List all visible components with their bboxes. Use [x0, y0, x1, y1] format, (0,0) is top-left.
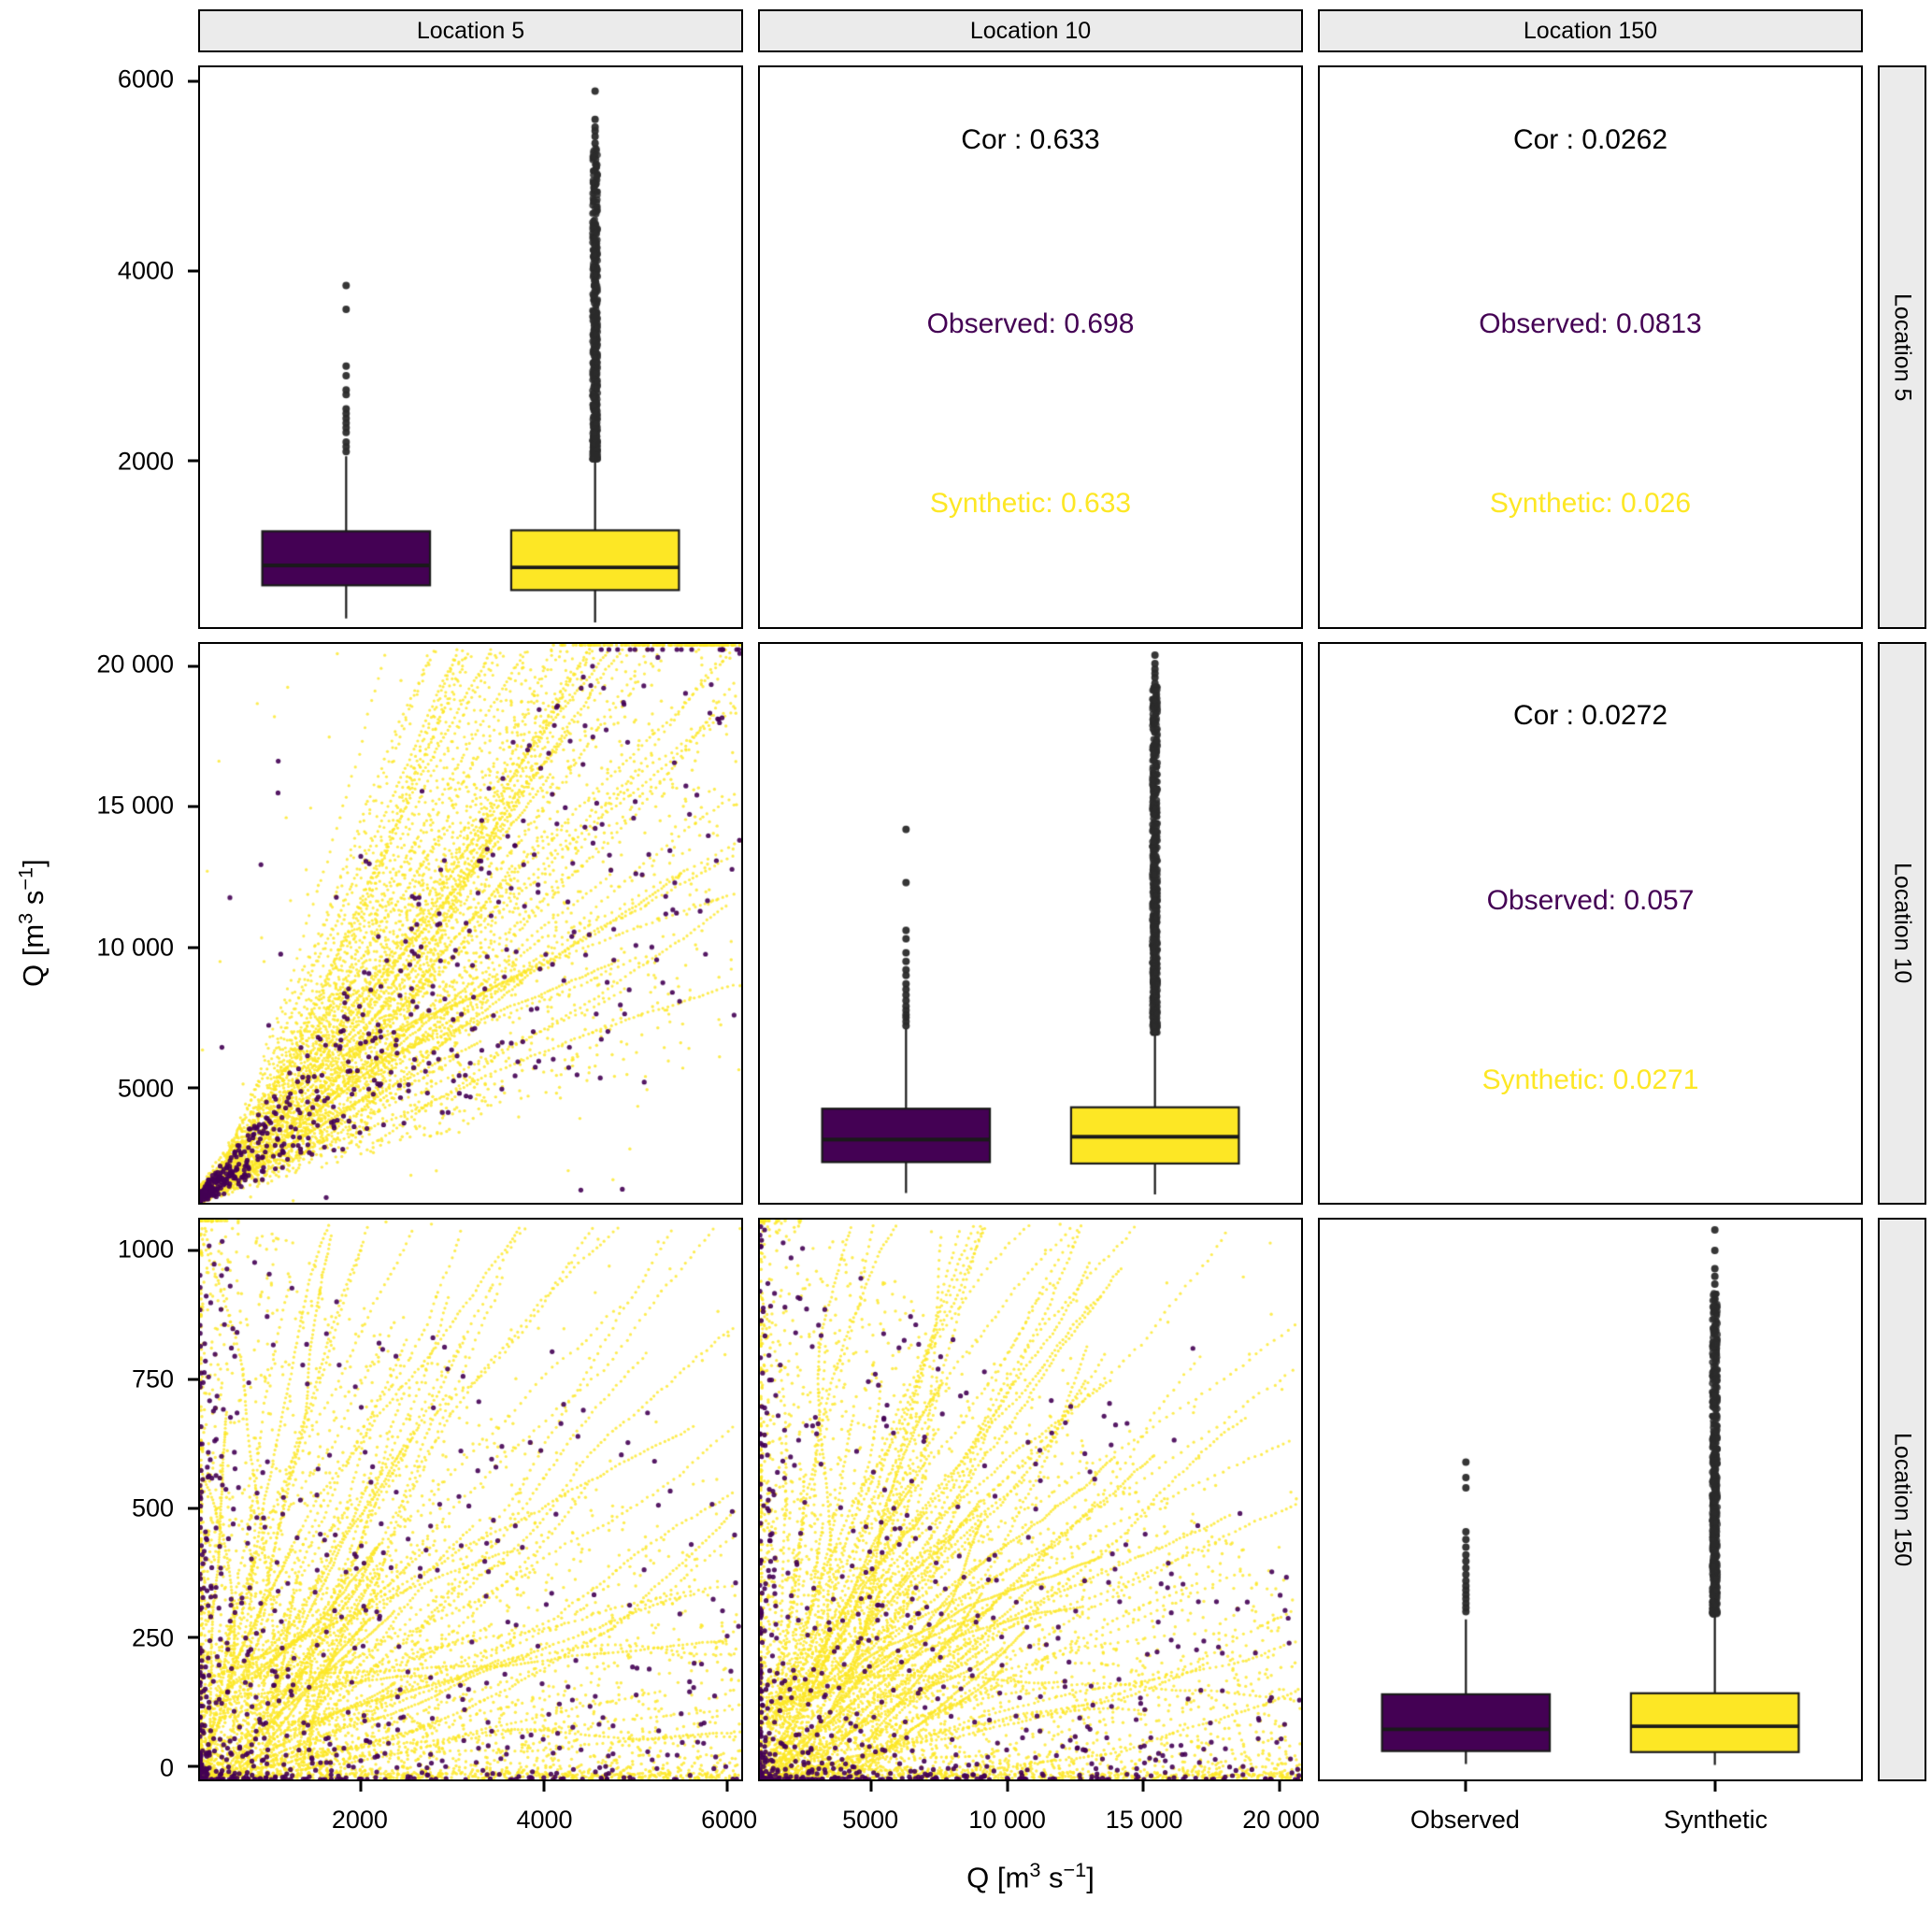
- column-strip-label: Location 150: [1523, 17, 1658, 44]
- y-tick-mark: [188, 1249, 198, 1252]
- x-axis-title: Q [m3 s−1]: [966, 1858, 1095, 1894]
- y-tick-mark: [188, 1378, 198, 1381]
- x-tick-mark: [1278, 1781, 1281, 1792]
- x-tick-label: 20 000: [1242, 1806, 1320, 1834]
- y-axis-row-1: 2000 4000 6000: [75, 65, 183, 629]
- x-tick-label: 5000: [842, 1806, 899, 1834]
- column-strip-label: Location 5: [416, 17, 525, 44]
- x-axis-col-1: 2000 4000 6000: [198, 1794, 757, 1841]
- x-tick-mark: [1713, 1781, 1717, 1792]
- row-strip-location-150: Location 150: [1878, 1218, 1926, 1781]
- y-tick-label: 10 000: [96, 933, 174, 962]
- y-tick-label: 0: [159, 1753, 174, 1782]
- y-axis-title: Q [m3 s−1]: [13, 859, 50, 988]
- x-axis-col-3: Observed Synthetic: [1318, 1794, 1863, 1841]
- y-tick-label: 20 000: [96, 650, 174, 678]
- panel-box-loc10: [758, 641, 1303, 1206]
- y-tick-label: 15 000: [96, 791, 174, 820]
- y-tick-label: 5000: [117, 1074, 174, 1103]
- y-tick-mark: [188, 459, 198, 463]
- synthetic-correlation: Synthetic: 0.026: [1489, 487, 1692, 519]
- x-tick-label: 15 000: [1105, 1806, 1183, 1834]
- panel-scatter-loc5-loc150: [188, 1218, 743, 1792]
- y-tick-mark: [188, 805, 198, 808]
- boxplot-canvas: [760, 643, 1301, 1204]
- y-tick-mark: [188, 1635, 198, 1639]
- x-axis-col-2: 5000 10 000 15 000 20 000: [758, 1794, 1320, 1841]
- y-axis-row-2: 5000 10 000 15 000 20 000: [75, 642, 183, 1206]
- x-tick-label: 2000: [331, 1806, 388, 1834]
- x-tick-mark: [1464, 1781, 1467, 1792]
- panel-scatter-loc10-loc150: [758, 1218, 1303, 1792]
- correlation-value: Cor : 0.0272: [1512, 700, 1668, 732]
- panel-box-loc150: [1318, 1218, 1863, 1792]
- scatter-canvas: [200, 643, 741, 1204]
- synthetic-correlation: Synthetic: 0.0271: [1481, 1064, 1699, 1095]
- scatter-canvas: [200, 1220, 741, 1779]
- y-tick-mark: [188, 1086, 198, 1090]
- y-tick-mark: [188, 269, 198, 273]
- y-tick-label: 750: [131, 1364, 174, 1393]
- panel-box-loc5: [188, 65, 743, 629]
- observed-correlation: Observed: 0.057: [1486, 885, 1695, 917]
- x-tick-mark: [1141, 1781, 1145, 1792]
- column-strip-location-150: Location 150: [1318, 9, 1863, 52]
- x-tick-mark: [1006, 1781, 1009, 1792]
- y-axis-row-3: 0 250 500 750 1000: [75, 1218, 183, 1781]
- x-tick-mark: [359, 1781, 363, 1792]
- panel-scatter-loc5-loc10: [188, 641, 743, 1206]
- observed-correlation: Observed: 0.698: [926, 308, 1135, 340]
- y-tick-mark: [188, 664, 198, 668]
- observed-correlation: Observed: 0.0813: [1479, 308, 1702, 340]
- plot-grid: Location 5 Location 10 Location 150 Q [m…: [4, 9, 1926, 1907]
- x-tick-mark: [542, 1781, 546, 1792]
- x-tick-label: 4000: [516, 1806, 573, 1834]
- row-strip-label: Location 150: [1889, 1433, 1916, 1567]
- panel-cor-loc5-loc10: Cor : 0.633 Observed: 0.698 Synthetic: 0…: [758, 65, 1303, 629]
- boxplot-canvas: [1320, 1220, 1861, 1779]
- panel-cor-loc5-loc150: Cor : 0.0262 Observed: 0.0813 Synthetic:…: [1318, 65, 1863, 629]
- y-tick-label: 6000: [117, 64, 174, 93]
- y-tick-mark: [188, 1764, 198, 1768]
- y-tick-label: 1000: [117, 1235, 174, 1264]
- row-strip-location-5: Location 5: [1878, 65, 1926, 629]
- row-strip-location-10: Location 10: [1878, 641, 1926, 1206]
- y-tick-mark: [188, 79, 198, 83]
- y-tick-mark: [188, 1507, 198, 1510]
- correlation-value: Cor : 0.0262: [1512, 123, 1668, 155]
- x-tick-label: 10 000: [968, 1806, 1046, 1834]
- column-strip-label: Location 10: [969, 17, 1092, 44]
- column-strip-location-5: Location 5: [198, 9, 743, 52]
- scatter-canvas: [760, 1220, 1301, 1779]
- x-tick-label: Observed: [1410, 1806, 1520, 1834]
- row-strip-label: Location 10: [1889, 863, 1916, 984]
- y-tick-label: 2000: [117, 447, 174, 476]
- x-tick-mark: [725, 1781, 729, 1792]
- y-tick-label: 500: [131, 1493, 174, 1522]
- panel-cor-loc10-loc150: Cor : 0.0272 Observed: 0.057 Synthetic: …: [1318, 641, 1863, 1206]
- x-tick-label: Synthetic: [1664, 1806, 1768, 1834]
- y-tick-mark: [188, 946, 198, 950]
- column-strip-location-10: Location 10: [758, 9, 1303, 52]
- synthetic-correlation: Synthetic: 0.633: [929, 487, 1132, 519]
- x-tick-mark: [869, 1781, 873, 1792]
- x-tick-label: 6000: [701, 1806, 758, 1834]
- correlation-value: Cor : 0.633: [961, 123, 1100, 155]
- boxplot-canvas: [200, 67, 741, 627]
- y-tick-label: 4000: [117, 256, 174, 285]
- row-strip-label: Location 5: [1889, 293, 1916, 402]
- y-tick-label: 250: [131, 1623, 174, 1652]
